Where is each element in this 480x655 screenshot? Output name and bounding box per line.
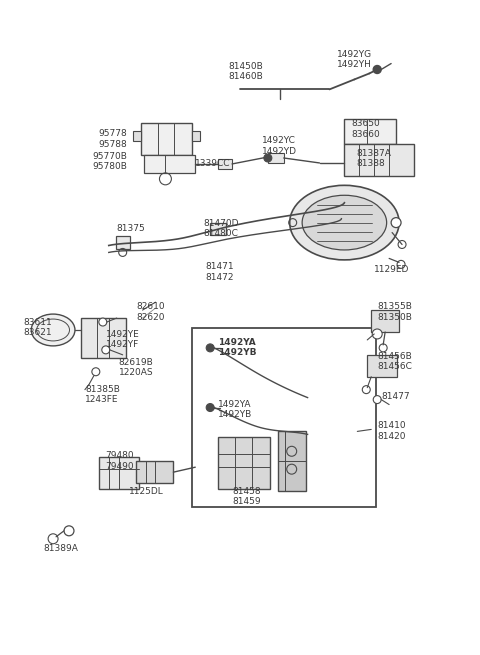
Text: 82610
82620: 82610 82620 (137, 302, 165, 322)
Text: 81471
81472: 81471 81472 (205, 263, 234, 282)
Circle shape (206, 344, 214, 352)
Circle shape (362, 386, 370, 394)
Text: 82619B
1220AS: 82619B 1220AS (119, 358, 154, 377)
Text: 81456B
81456C: 81456B 81456C (377, 352, 412, 371)
Ellipse shape (302, 195, 387, 250)
Bar (218, 438, 270, 489)
Bar (268, 153, 284, 163)
Text: 81410
81420: 81410 81420 (377, 421, 406, 441)
Bar (144, 155, 195, 173)
Circle shape (372, 329, 382, 339)
Text: 1125DL: 1125DL (129, 487, 163, 496)
Ellipse shape (31, 314, 75, 346)
Text: 81385B
1243FE: 81385B 1243FE (85, 384, 120, 404)
Text: 95778
95788: 95778 95788 (99, 129, 128, 149)
Text: 1129ED: 1129ED (374, 265, 409, 274)
Text: 1492YA
1492YB: 1492YA 1492YB (218, 338, 257, 358)
Text: 83611
83621: 83611 83621 (23, 318, 52, 337)
Bar (344, 119, 396, 144)
Circle shape (192, 463, 200, 471)
Bar (192, 328, 376, 507)
Text: 79480
79490: 79480 79490 (105, 451, 133, 471)
Circle shape (64, 526, 74, 536)
Text: 81458
81459: 81458 81459 (232, 487, 261, 506)
Circle shape (398, 240, 406, 248)
Circle shape (102, 346, 110, 354)
Text: 83650
83660: 83650 83660 (351, 119, 380, 139)
Text: 81387A
81388: 81387A 81388 (356, 149, 391, 168)
Bar (344, 144, 414, 176)
Text: 95770B
95780B: 95770B 95780B (93, 152, 128, 172)
Text: 81375: 81375 (117, 223, 145, 233)
Circle shape (264, 154, 272, 162)
Bar (99, 457, 139, 489)
Bar (141, 123, 192, 155)
Bar (81, 318, 126, 358)
Ellipse shape (290, 185, 399, 260)
Circle shape (373, 396, 381, 403)
Text: 81470D
81480C: 81470D 81480C (203, 219, 239, 238)
Circle shape (48, 534, 58, 544)
Text: 1492YA
1492YB: 1492YA 1492YB (218, 400, 252, 419)
Circle shape (379, 344, 387, 352)
Circle shape (99, 318, 107, 326)
Circle shape (397, 261, 405, 269)
Text: 1492YE
1492YF: 1492YE 1492YF (106, 330, 140, 349)
Circle shape (373, 66, 381, 73)
Bar (371, 310, 399, 332)
Bar (218, 159, 232, 169)
Circle shape (391, 217, 401, 227)
Text: 81450B
81460B: 81450B 81460B (228, 62, 263, 81)
Text: 81477: 81477 (381, 392, 410, 401)
Bar (132, 131, 141, 141)
Bar (278, 432, 306, 491)
Bar (192, 131, 200, 141)
Circle shape (206, 403, 214, 411)
Bar (367, 355, 397, 377)
Text: 81355B
81350B: 81355B 81350B (377, 302, 412, 322)
Bar (116, 236, 130, 250)
Text: 1492YG
1492YH: 1492YG 1492YH (337, 50, 372, 69)
Bar (210, 223, 226, 234)
Text: 81389A: 81389A (43, 544, 78, 553)
Circle shape (92, 367, 100, 376)
Text: 1339CC: 1339CC (195, 159, 231, 168)
Bar (136, 461, 173, 483)
Text: 1492YC
1492YD: 1492YC 1492YD (262, 136, 297, 155)
